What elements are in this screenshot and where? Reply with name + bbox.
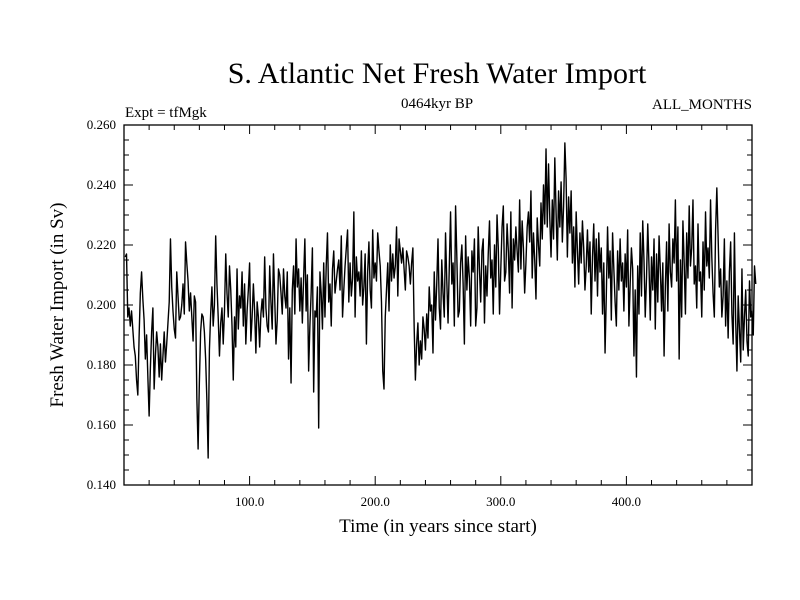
- period-label: 0464kyr BP: [401, 96, 473, 112]
- y-tick-label: 0.220: [87, 237, 116, 252]
- axis-tick-labels: 100.0 200.0 300.0 400.0 0.140 0.160 0.180 0.200…: [87, 117, 641, 509]
- y-tick-label: 0.260: [87, 117, 116, 132]
- y-tick-label: 0.140: [87, 477, 116, 492]
- y-tick-label: 0.180: [87, 357, 116, 372]
- x-tick-label: 300.0: [486, 494, 515, 509]
- axis-ticks: [124, 125, 752, 485]
- x-tick-label: 100.0: [235, 494, 264, 509]
- x-tick-label: 200.0: [361, 494, 390, 509]
- x-axis-label: Time (in years since start): [339, 516, 537, 537]
- y-axis-label: Fresh Water Import (in Sv): [47, 203, 68, 408]
- y-tick-label: 0.200: [87, 297, 116, 312]
- y-tick-label: 0.160: [87, 417, 116, 432]
- x-tick-label: 400.0: [612, 494, 641, 509]
- months-label: ALL_MONTHS: [652, 97, 752, 113]
- chart-title: S. Atlantic Net Fresh Water Import: [228, 57, 647, 90]
- experiment-label: Expt = tfMgk: [125, 105, 207, 121]
- y-tick-label: 0.240: [87, 177, 116, 192]
- series-line: [124, 142, 757, 459]
